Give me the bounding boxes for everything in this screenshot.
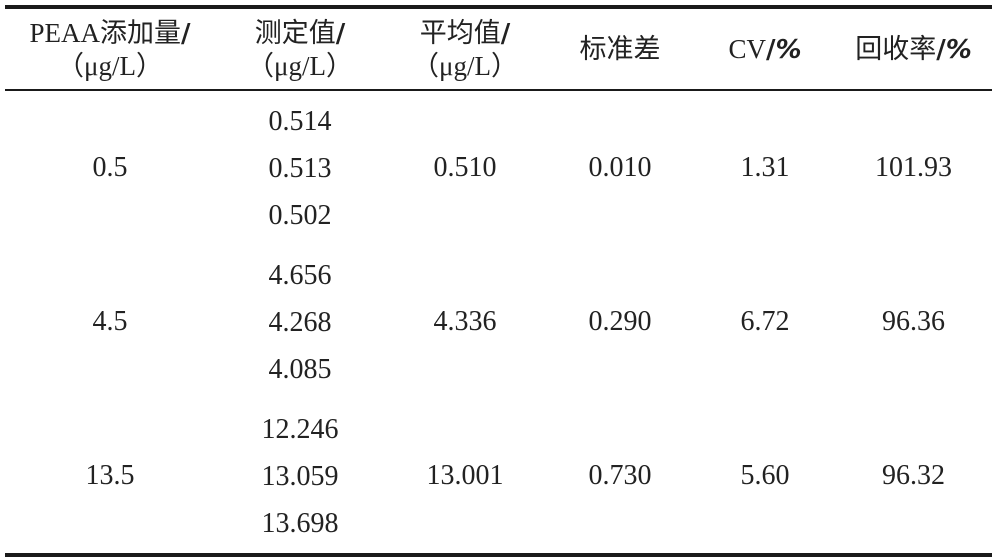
recovery-table: PEAA添加量/ （μg/L） 测定值/ （μg/L） 平均值/ （μg/L） … (5, 5, 992, 557)
header-standard-deviation-label: 标准差 (579, 34, 661, 64)
measured-value: 4.085 (268, 353, 332, 385)
header-slash: / (181, 18, 191, 49)
header-measured-value: 测定值/ （μg/L） (215, 7, 385, 90)
measured-value: 4.268 (268, 306, 332, 338)
cell-mean-value: 4.336 (433, 306, 497, 337)
header-recovery-rate-label: 回收率 (855, 33, 937, 64)
header-recovery-rate: 回收率/% (835, 7, 992, 90)
measured-value: 4.656 (268, 259, 332, 291)
table-body: 0.5 0.514 0.513 0.502 0.510 0.010 1.31 1… (5, 90, 992, 555)
table-row: 13.5 12.246 13.059 13.698 13.001 0.730 5… (5, 399, 992, 555)
table-row: 0.5 0.514 0.513 0.502 0.510 0.010 1.31 1… (5, 90, 992, 245)
cell-added-amount: 13.5 (85, 460, 135, 491)
header-slash: / (936, 34, 946, 65)
cell-cv: 5.60 (740, 460, 790, 491)
header-mean-value-label: 平均值 (419, 17, 501, 48)
cell-added-amount: 0.5 (92, 152, 128, 183)
table-header: PEAA添加量/ （μg/L） 测定值/ （μg/L） 平均值/ （μg/L） … (5, 7, 992, 90)
cell-cv: 1.31 (740, 152, 790, 183)
measured-value: 13.698 (261, 507, 339, 539)
header-row: PEAA添加量/ （μg/L） 测定值/ （μg/L） 平均值/ （μg/L） … (5, 7, 992, 90)
measured-value: 12.246 (261, 413, 339, 445)
header-cv: CV/% (695, 7, 835, 90)
header-slash: / (765, 34, 776, 65)
header-measured-value-unit: （μg/L） (247, 50, 353, 81)
recovery-table-container: PEAA添加量/ （μg/L） 测定值/ （μg/L） 平均值/ （μg/L） … (5, 5, 992, 557)
header-added-amount-label: PEAA添加量 (29, 17, 181, 48)
header-mean-value: 平均值/ （μg/L） (385, 7, 545, 90)
measured-value: 13.059 (261, 460, 339, 492)
cell-standard-deviation: 0.730 (588, 460, 652, 491)
table-row: 4.5 4.656 4.268 4.085 4.336 0.290 6.72 9… (5, 245, 992, 399)
cell-recovery-rate: 96.36 (882, 306, 945, 337)
measured-value: 0.513 (268, 152, 332, 184)
header-added-amount-unit: （μg/L） (57, 50, 163, 81)
cell-cv: 6.72 (740, 306, 790, 337)
cell-added-amount: 4.5 (92, 306, 128, 337)
header-cv-unit: % (775, 34, 802, 65)
header-added-amount: PEAA添加量/ （μg/L） (5, 7, 215, 90)
cell-mean-value: 13.001 (426, 460, 504, 491)
cell-recovery-rate: 101.93 (875, 152, 952, 183)
cell-mean-value: 0.510 (433, 152, 497, 183)
cell-standard-deviation: 0.290 (588, 306, 652, 337)
header-measured-value-label: 测定值 (254, 17, 336, 48)
header-cv-label: CV (728, 33, 766, 64)
cell-measured-values: 12.246 13.059 13.698 (215, 399, 385, 555)
measured-value: 0.514 (268, 105, 332, 137)
measured-value: 0.502 (268, 199, 332, 231)
header-standard-deviation: 标准差 (545, 7, 695, 90)
header-recovery-rate-unit: % (945, 34, 972, 65)
cell-standard-deviation: 0.010 (588, 152, 652, 183)
cell-recovery-rate: 96.32 (882, 460, 945, 491)
header-slash: / (500, 18, 511, 49)
header-mean-value-unit: （μg/L） (412, 50, 518, 81)
cell-measured-values: 0.514 0.513 0.502 (215, 90, 385, 245)
cell-measured-values: 4.656 4.268 4.085 (215, 245, 385, 399)
header-slash: / (335, 18, 346, 49)
